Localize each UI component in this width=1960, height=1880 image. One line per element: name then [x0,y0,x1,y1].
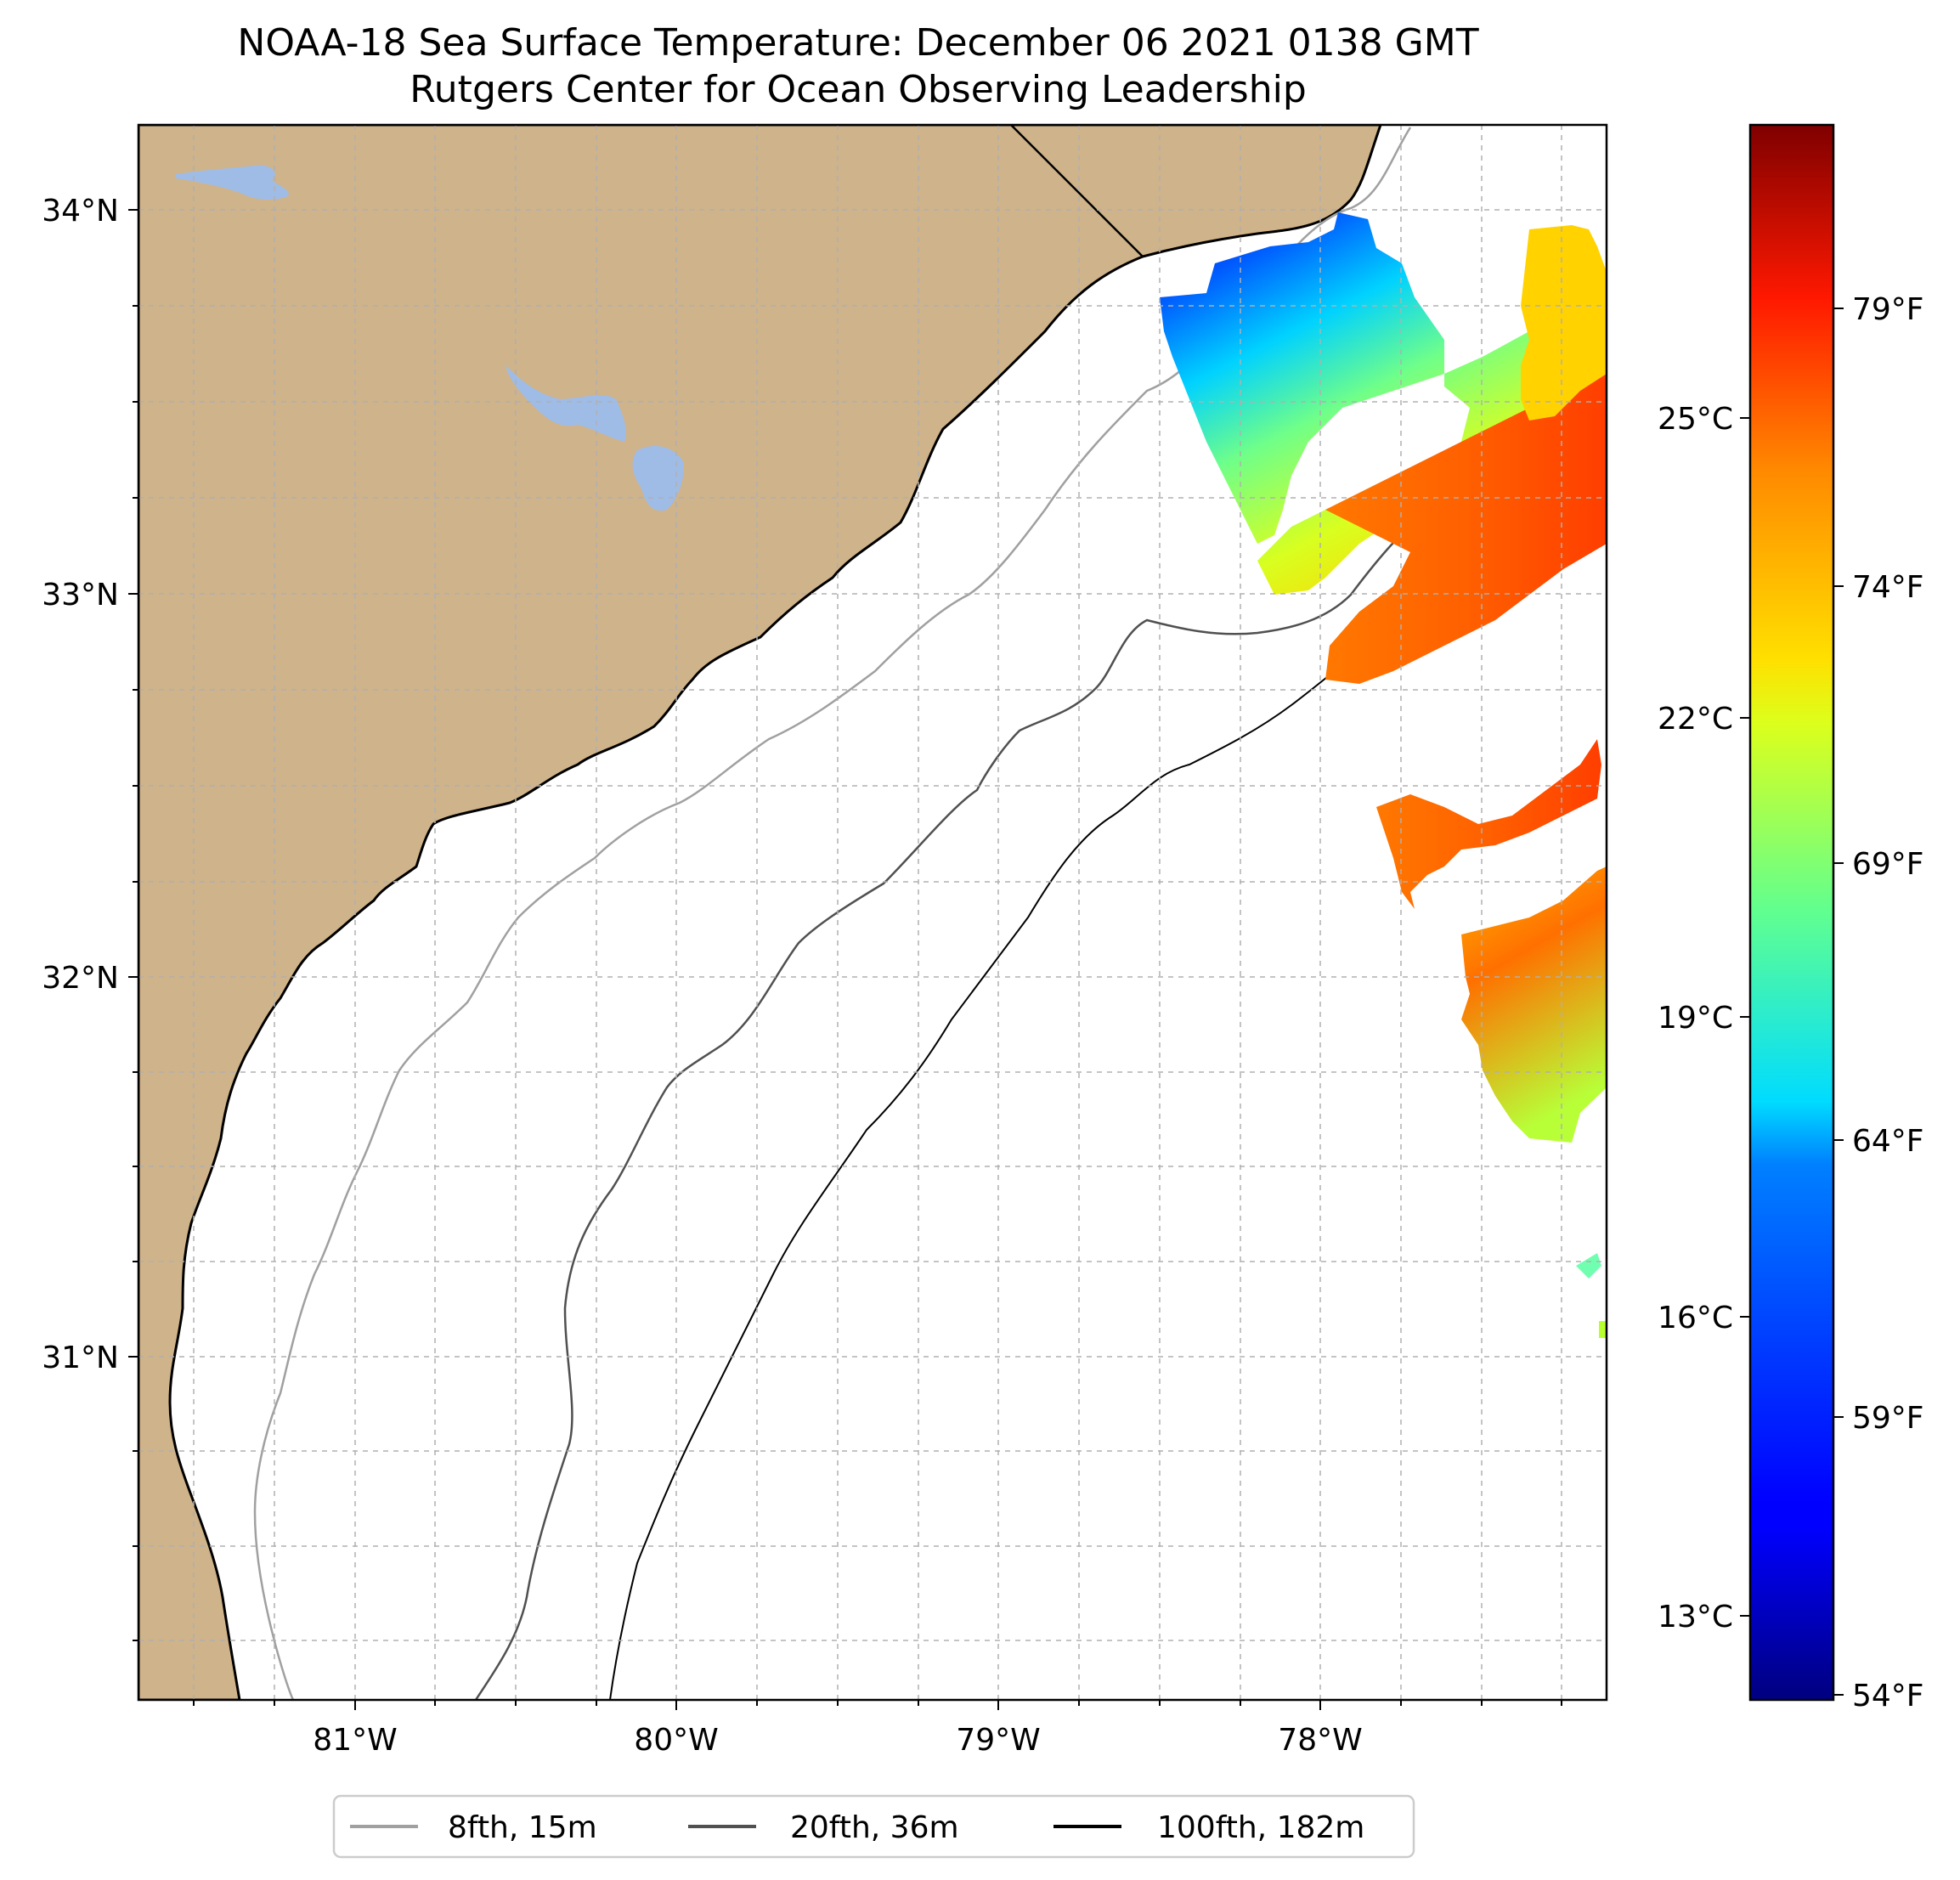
lat-label-34: 34°N [42,194,119,229]
lat-label-32: 32°N [42,961,119,996]
chart-title: NOAA-18 Sea Surface Temperature: Decembe… [237,21,1478,65]
map-panel [138,125,1607,1700]
sst-patch-northeast-warm [1325,365,1607,684]
legend-label-8fth: 8fth, 15m [448,1810,597,1845]
lon-label-79: 79°W [956,1723,1040,1758]
gridlines [138,125,1607,1700]
contour-8fth [253,127,1412,1700]
chart-subtitle: Rutgers Center for Ocean Observing Leade… [410,68,1307,111]
sst-patch-small-2 [1599,1321,1607,1338]
colorbar-f-59: 59°F [1852,1401,1924,1436]
colorbar-f-64: 64°F [1852,1124,1924,1159]
colorbar-f-79: 79°F [1852,292,1924,327]
sst-patch-small-1 [1576,1253,1601,1279]
legend-label-20fth: 20fth, 36m [790,1810,959,1845]
sst-patch-east-tongue [1376,739,1601,909]
lat-ticks [128,209,138,1641]
sst-patch-southeast [1461,867,1607,1143]
colorbar-f-69: 69°F [1852,847,1924,882]
colorbar-gradient [1748,123,1835,1702]
colorbar-ticks [1740,308,1844,1696]
inland-water-3 [632,446,684,511]
sst-patch-northeast-yellow [1521,225,1607,421]
lat-label-31: 31°N [42,1341,119,1375]
map-frame [137,123,1608,1702]
land-mass [138,125,1382,1700]
legend: 8fth, 15m 20fth, 36m 100fth, 182m [332,1794,1415,1859]
lat-label-33: 33°N [42,578,119,613]
lon-ticks [193,1700,1562,1710]
colorbar-c-25: 25°C [1658,402,1733,437]
colorbar-f-54: 54°F [1852,1679,1924,1713]
colorbar-c-22: 22°C [1658,702,1733,737]
colorbar-c-16: 16°C [1658,1301,1733,1335]
inland-water-1 [176,165,289,200]
colorbar: 25°C 22°C 19°C 16°C 13°C 79°F 74°F 69°F … [1658,123,1924,1713]
lon-label-81: 81°W [313,1723,397,1758]
colorbar-c-13: 13°C [1658,1600,1733,1634]
lon-label-80: 80°W [634,1723,718,1758]
colorbar-f-74: 74°F [1852,570,1924,605]
state-border [1010,125,1144,257]
lon-label-78: 78°W [1278,1723,1362,1758]
legend-box [332,1794,1415,1859]
legend-label-100fth: 100fth, 182m [1157,1810,1364,1845]
colorbar-c-19: 19°C [1658,1001,1733,1036]
